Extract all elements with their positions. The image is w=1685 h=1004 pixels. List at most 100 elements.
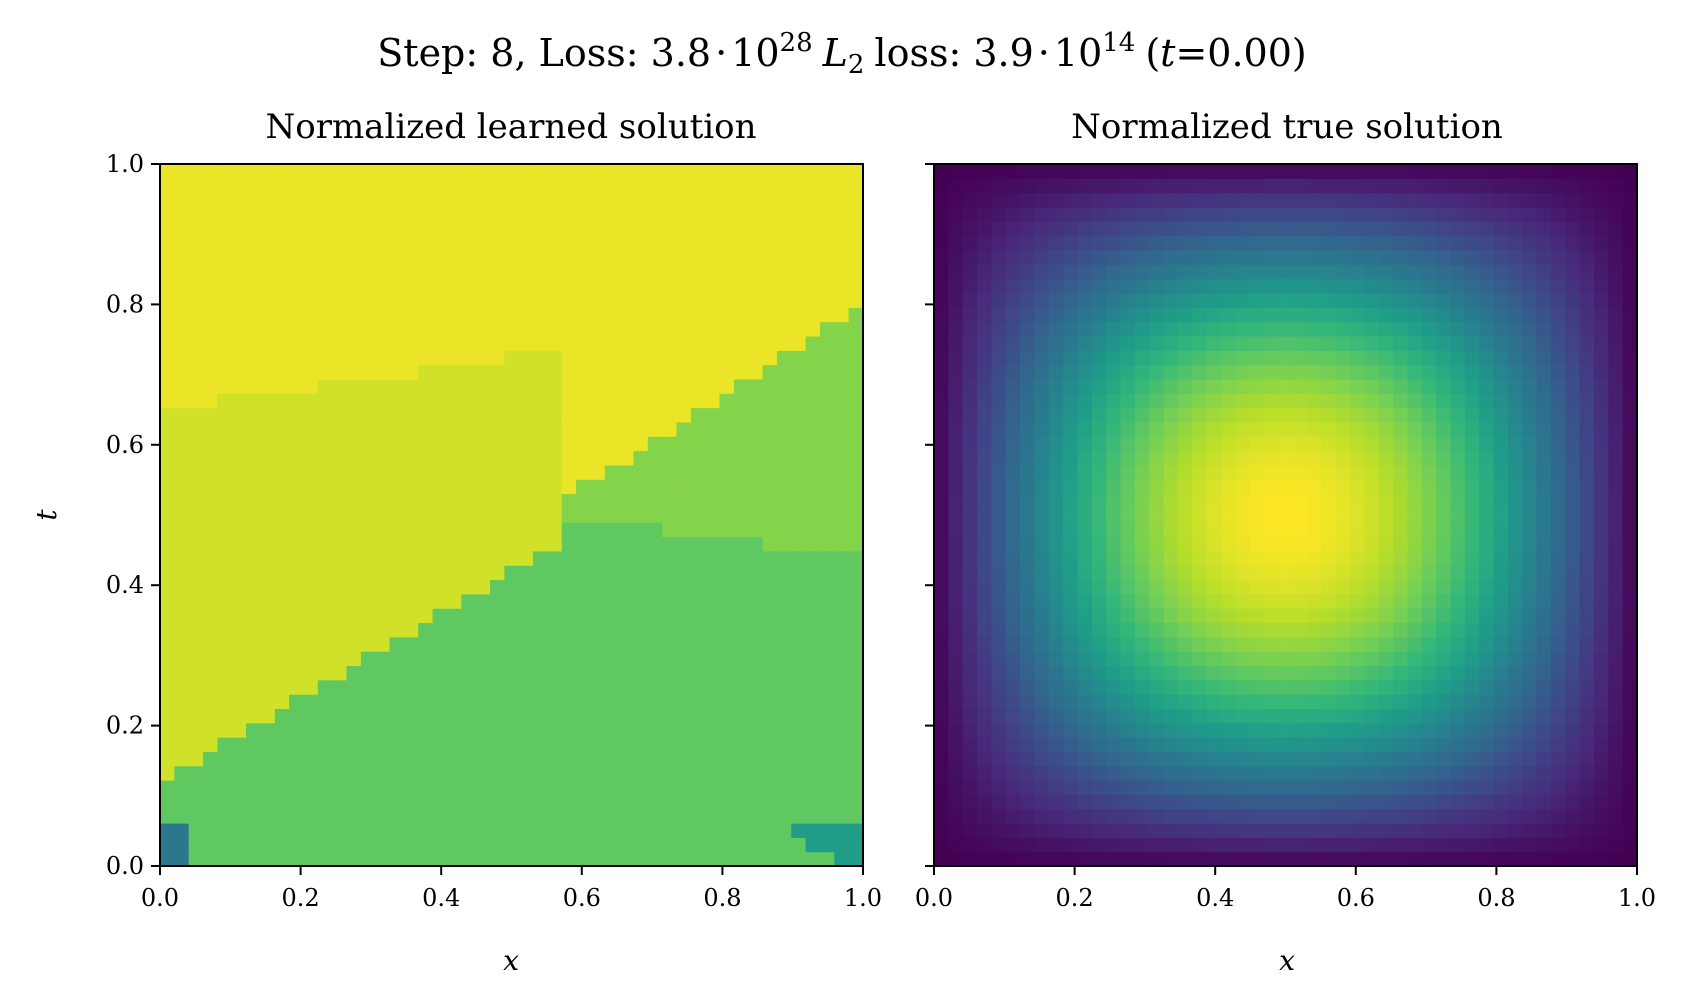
- heatmap-cell: [791, 278, 807, 294]
- heatmap-cell: [619, 665, 635, 681]
- heatmap-cell: [289, 307, 305, 323]
- heatmap-cell: [1565, 178, 1581, 194]
- heatmap-cell: [719, 407, 735, 423]
- heatmap-cell: [934, 737, 949, 752]
- heatmap-cell: [1450, 464, 1466, 480]
- heatmap-cell: [1177, 249, 1193, 265]
- heatmap-cell: [604, 364, 620, 380]
- heatmap-cell: [1020, 536, 1036, 552]
- heatmap-cell: [461, 221, 477, 237]
- heatmap-cell: [1550, 278, 1566, 294]
- heatmap-cell: [991, 823, 1007, 838]
- heatmap-cell: [1048, 737, 1064, 752]
- heatmap-cell: [246, 823, 262, 838]
- heatmap-cell: [1263, 751, 1279, 767]
- heatmap-cell: [662, 593, 678, 609]
- heatmap-cell: [633, 651, 649, 667]
- heatmap-cell: [332, 522, 348, 538]
- heatmap-cell: [1292, 851, 1308, 867]
- heatmap-cell: [1608, 565, 1624, 581]
- heatmap-cell: [260, 694, 276, 710]
- heatmap-cell: [647, 751, 663, 767]
- heatmap-cell: [1106, 192, 1122, 208]
- heatmap-cell: [962, 536, 978, 552]
- heatmap-cell: [289, 221, 305, 237]
- heatmap-cell: [389, 536, 405, 552]
- heatmap-cell: [1091, 321, 1107, 337]
- heatmap-cell: [403, 536, 419, 552]
- heatmap-cell: [217, 278, 233, 294]
- heatmap-cell: [260, 837, 276, 853]
- heatmap-cell: [1436, 737, 1452, 752]
- heatmap-cell: [332, 350, 348, 366]
- heatmap-cell: [662, 407, 678, 423]
- heatmap-cell: [1421, 708, 1437, 724]
- heatmap-cell: [1436, 178, 1452, 194]
- heatmap-cell: [1550, 751, 1566, 767]
- heatmap-cell: [1550, 565, 1566, 581]
- heatmap-cell: [676, 837, 692, 853]
- heatmap-cell: [791, 737, 807, 752]
- heatmap-cell: [962, 292, 978, 308]
- heatmap-cell: [174, 393, 190, 409]
- heatmap-cell: [1493, 450, 1509, 466]
- heatmap-cell: [303, 665, 319, 681]
- heatmap-cell: [217, 307, 233, 323]
- heatmap-cell: [1335, 780, 1351, 795]
- heatmap-cell: [274, 579, 290, 595]
- heatmap-cell: [1063, 378, 1079, 394]
- heatmap-cell: [1034, 694, 1050, 710]
- heatmap-cell: [1134, 651, 1150, 667]
- heatmap-cell: [1278, 837, 1294, 853]
- heatmap-cell: [403, 335, 419, 351]
- heatmap-cell: [1536, 350, 1552, 366]
- heatmap-cell: [1249, 708, 1265, 724]
- heatmap-cell: [389, 364, 405, 380]
- heatmap-cell: [217, 622, 233, 638]
- heatmap-cell: [1350, 722, 1366, 738]
- heatmap-cell: [1378, 235, 1394, 251]
- heatmap-cell: [317, 823, 333, 838]
- heatmap-cell: [762, 651, 778, 667]
- heatmap-cell: [619, 350, 635, 366]
- heatmap-cell: [1507, 808, 1523, 824]
- heatmap-cell: [1177, 622, 1193, 638]
- heatmap-cell: [1063, 479, 1079, 495]
- heatmap-cell: [475, 178, 491, 194]
- heatmap-cell: [776, 436, 792, 452]
- heatmap-cell: [733, 378, 749, 394]
- heatmap-cell: [203, 249, 218, 265]
- heatmap-cell: [948, 851, 964, 867]
- heatmap-cell: [317, 794, 333, 810]
- heatmap-cell: [160, 249, 175, 265]
- heatmap-cell: [1421, 206, 1437, 222]
- heatmap-cell: [791, 722, 807, 738]
- heatmap-cell: [791, 321, 807, 337]
- heatmap-cell: [1106, 479, 1122, 495]
- heatmap-cell: [690, 407, 706, 423]
- heatmap-cell: [962, 192, 978, 208]
- heatmap-cell: [360, 264, 376, 280]
- heatmap-cell: [604, 651, 620, 667]
- heatmap-cell: [188, 536, 204, 552]
- heatmap-cell: [1005, 278, 1021, 294]
- heatmap-cell: [733, 808, 749, 824]
- heatmap-cell: [1307, 608, 1322, 624]
- heatmap-cell: [576, 307, 592, 323]
- heatmap-cell: [475, 794, 491, 810]
- heatmap-cell: [748, 808, 764, 824]
- heatmap-cell: [1464, 464, 1480, 480]
- heatmap-cell: [446, 235, 462, 251]
- heatmap-cell: [432, 536, 448, 552]
- heatmap-cell: [561, 278, 577, 294]
- heatmap-cell: [246, 479, 262, 495]
- heatmap-cell: [1350, 665, 1366, 681]
- heatmap-cell: [1120, 164, 1136, 179]
- heatmap-cell: [1393, 436, 1409, 452]
- heatmap-cell: [1565, 765, 1581, 781]
- heatmap-cell: [1077, 164, 1093, 179]
- heatmap-cell: [1307, 292, 1322, 308]
- heatmap-cell: [1393, 364, 1409, 380]
- heatmap-cell: [375, 536, 391, 552]
- heatmap-cell: [246, 249, 262, 265]
